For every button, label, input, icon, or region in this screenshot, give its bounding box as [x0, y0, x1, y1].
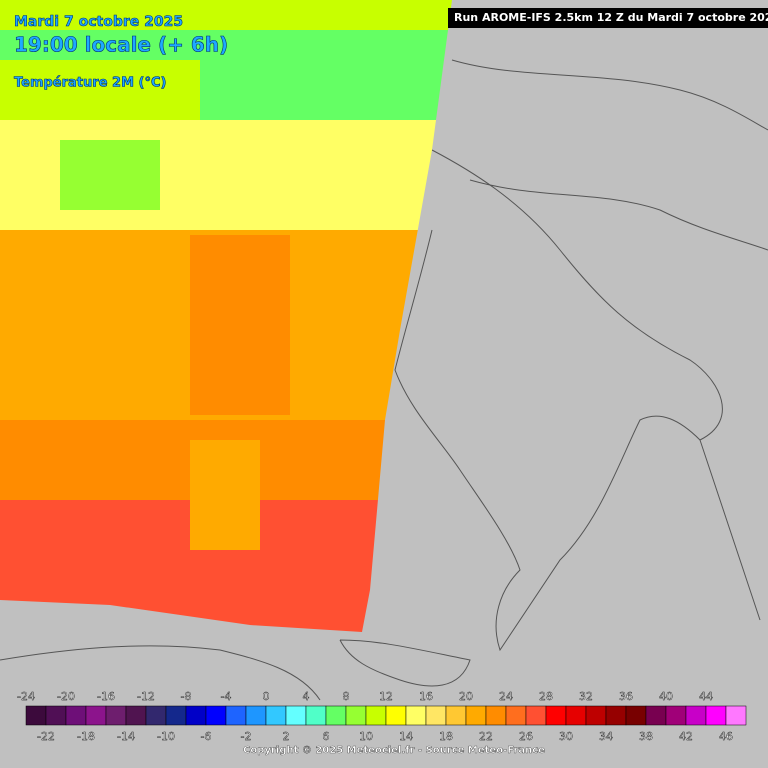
- legend-swatch: [505, 705, 527, 726]
- legend-swatch: [385, 705, 407, 726]
- legend-swatch: [445, 705, 467, 726]
- legend-swatch: [85, 705, 107, 726]
- legend-label: -12: [137, 690, 155, 703]
- legend-swatch: [45, 705, 67, 726]
- legend-label: 6: [323, 730, 330, 743]
- legend-label: 4: [303, 690, 310, 703]
- legend-label: -8: [181, 690, 192, 703]
- legend-label: 14: [399, 730, 413, 743]
- legend-swatch: [725, 705, 747, 726]
- legend-swatch: [325, 705, 347, 726]
- legend-swatch: [425, 705, 447, 726]
- borders: [0, 59, 768, 701]
- legend-label: -14: [117, 730, 135, 743]
- legend-swatch: [105, 705, 127, 726]
- run: Run AROME-IFS 2.5km 12 Z du Mardi 7 octo…: [454, 11, 768, 24]
- legend-label: 46: [719, 730, 733, 743]
- legend-label: 24: [499, 690, 513, 703]
- copyright: Copyright © 2025 Meteociel.fr - Source M…: [243, 745, 545, 756]
- legend-label: 38: [639, 730, 653, 743]
- legend-swatch: [245, 705, 267, 726]
- legend-label: -24: [17, 690, 35, 703]
- legend-swatch: [585, 705, 607, 726]
- legend-swatch: [145, 705, 167, 726]
- legend-label: 0: [263, 690, 270, 703]
- legend-swatch: [665, 705, 687, 726]
- legend-label: 8: [343, 690, 350, 703]
- legend-label: 44: [699, 690, 713, 703]
- date: Mardi 7 octobre 2025: [14, 14, 183, 30]
- legend-label: 30: [559, 730, 573, 743]
- legend-swatch: [465, 705, 487, 726]
- run-box: [448, 8, 768, 28]
- legend-swatch: [65, 705, 87, 726]
- legend-label: 28: [539, 690, 553, 703]
- legend-label: 16: [419, 690, 433, 703]
- legend-label: -10: [157, 730, 175, 743]
- legend-swatch: [365, 705, 387, 726]
- legend-swatch: [625, 705, 647, 726]
- legend-label: -18: [77, 730, 95, 743]
- legend-swatch: [485, 705, 507, 726]
- legend-label: 36: [619, 690, 633, 703]
- legend-label: 22: [479, 730, 493, 743]
- legend-swatch: [285, 705, 307, 726]
- legend-label: 40: [659, 690, 673, 703]
- legend-label: 10: [359, 730, 373, 743]
- time: 19:00 locale (+ 6h): [14, 33, 228, 57]
- legend-swatch: [165, 705, 187, 726]
- legend-swatch: [605, 705, 627, 726]
- legend: -24-22-20-18-16-14-12-10-8-6-4-202468101…: [17, 690, 747, 743]
- legend-label: -4: [221, 690, 232, 703]
- legend-label: -6: [201, 730, 212, 743]
- legend-label: 18: [439, 730, 453, 743]
- legend-swatch: [205, 705, 227, 726]
- legend-swatch: [685, 705, 707, 726]
- legend-swatch: [225, 705, 247, 726]
- legend-swatch: [645, 705, 667, 726]
- legend-label: 2: [283, 730, 290, 743]
- legend-label: 42: [679, 730, 693, 743]
- legend-label: -16: [97, 690, 115, 703]
- legend-swatch: [185, 705, 207, 726]
- legend-swatch: [345, 705, 367, 726]
- legend-swatch: [565, 705, 587, 726]
- legend-label: -20: [57, 690, 75, 703]
- temperature-field: [0, 0, 452, 632]
- legend-swatch: [545, 705, 567, 726]
- legend-label: 32: [579, 690, 593, 703]
- legend-label: 12: [379, 690, 393, 703]
- legend-swatch: [405, 705, 427, 726]
- legend-label: 34: [599, 730, 613, 743]
- legend-swatch: [265, 705, 287, 726]
- legend-swatch: [25, 705, 47, 726]
- legend-swatch: [705, 705, 727, 726]
- legend-swatch: [525, 705, 547, 726]
- legend-swatch: [305, 705, 327, 726]
- legend-label: 26: [519, 730, 533, 743]
- legend-label: -2: [241, 730, 252, 743]
- legend-label: -22: [37, 730, 55, 743]
- parameter: Température 2M (°C): [14, 76, 166, 91]
- legend-swatch: [125, 705, 147, 726]
- legend-label: 20: [459, 690, 473, 703]
